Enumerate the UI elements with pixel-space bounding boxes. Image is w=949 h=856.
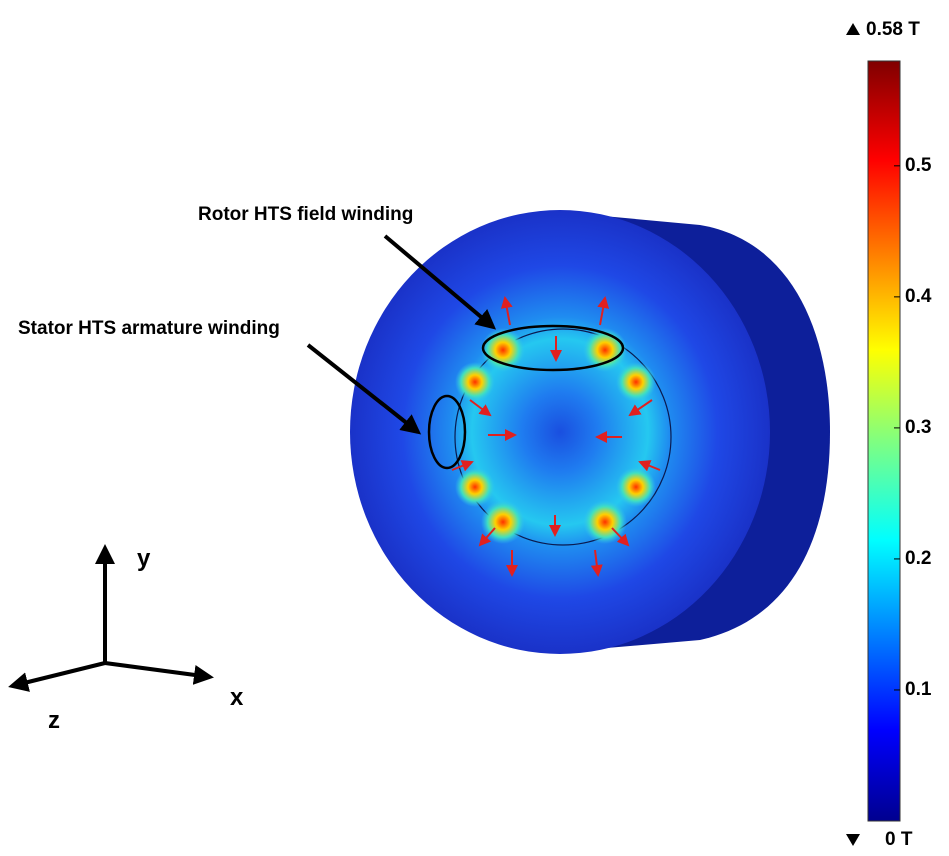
axis-triad: y x z: [12, 545, 244, 734]
max-marker: [846, 23, 860, 35]
y-axis-label: y: [137, 545, 151, 572]
cylinder: [350, 210, 830, 654]
front-face: [350, 210, 770, 654]
z-axis-label: z: [48, 707, 60, 734]
colorbar-scale: [868, 61, 900, 821]
max-label: 0.58 T: [866, 19, 920, 40]
colorbar: 0.1 0.2 0.3 0.4 0.5 0.58 T 0 T: [846, 19, 932, 850]
colorbar-tick-label: 0.5: [905, 155, 932, 176]
figure: Rotor HTS field winding Stator HTS armat…: [0, 0, 949, 851]
min-marker: [846, 834, 860, 846]
rotor-label: Rotor HTS field winding: [198, 204, 413, 225]
min-label: 0 T: [885, 829, 913, 850]
colorbar-tick-label: 0.1: [905, 679, 932, 700]
page: {"annotations": {"rotor": "Rotor HTS fie…: [0, 0, 949, 856]
colorbar-tick-label: 0.2: [905, 548, 931, 569]
x-axis-label: x: [230, 684, 244, 711]
stator-label: Stator HTS armature winding: [18, 318, 280, 339]
colorbar-tick-label: 0.3: [905, 417, 931, 438]
colorbar-tick-label: 0.4: [905, 286, 932, 307]
